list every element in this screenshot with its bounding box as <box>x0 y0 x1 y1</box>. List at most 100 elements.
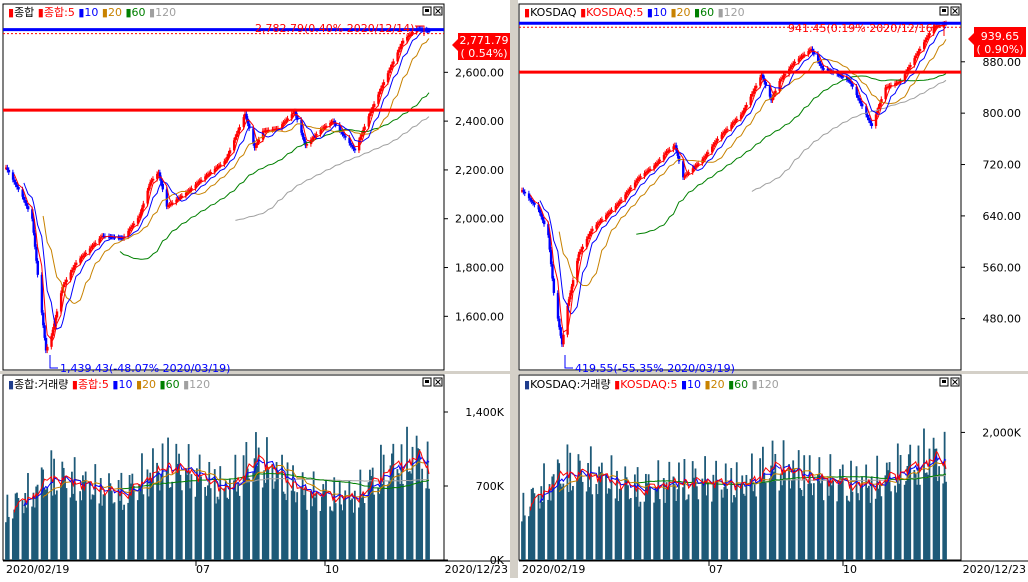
candle-body <box>781 77 784 80</box>
restore-icon-fill <box>425 9 429 12</box>
volume-bar <box>702 483 705 560</box>
candle-body <box>121 238 125 240</box>
volume-bar <box>142 494 145 560</box>
volume-bar <box>238 495 241 560</box>
legend-entry: 60 <box>132 6 146 19</box>
candle-body <box>647 169 651 172</box>
legend-entry: 종합 <box>14 6 34 19</box>
moving-averages <box>13 28 430 341</box>
volume-bar <box>572 485 574 560</box>
candle-body <box>314 135 317 138</box>
plot-frame <box>518 3 962 371</box>
volume-bar <box>837 484 840 560</box>
volume-bar <box>638 506 640 560</box>
candle-body <box>894 83 897 86</box>
candle-body <box>294 111 298 116</box>
legend-swatch: ▮ <box>180 378 190 391</box>
candle-body <box>79 258 82 263</box>
candle-body <box>797 58 801 62</box>
volume-bar <box>905 481 907 560</box>
candle-body <box>547 224 550 236</box>
current-price: 939.65 <box>981 30 1020 43</box>
candle-body <box>263 130 266 133</box>
volume-bar <box>369 469 371 560</box>
candle-body <box>530 199 534 202</box>
candle-body <box>552 278 556 293</box>
volume-bar <box>157 471 160 560</box>
volume-bar <box>109 483 112 560</box>
legend-entry: KOSDAQ:5 <box>586 6 643 19</box>
candle-body <box>556 292 560 319</box>
candle-body <box>379 88 383 92</box>
candle-body <box>215 167 218 170</box>
volume-bar <box>392 443 395 560</box>
candle-body <box>745 104 748 108</box>
volume-bar <box>108 473 110 560</box>
candle-body <box>160 178 163 184</box>
legend-entry: 10 <box>84 6 98 19</box>
volume-bar <box>722 497 724 560</box>
volume-bar <box>189 488 191 560</box>
candle-body <box>822 68 825 70</box>
legend-swatch: ▮ <box>524 378 530 391</box>
volume-bar <box>527 516 530 560</box>
candle-body <box>808 50 812 52</box>
volume-bar <box>840 477 843 560</box>
candle-body <box>704 156 707 159</box>
candle-body <box>763 78 766 82</box>
candle-body <box>596 223 600 225</box>
candle-body <box>913 58 916 65</box>
volume-bar <box>599 471 602 560</box>
volume-bar <box>44 489 47 560</box>
volume-bar <box>94 464 97 560</box>
x-tick-label: 10 <box>843 563 857 576</box>
candle-body <box>90 247 93 249</box>
volume-bar <box>334 503 337 560</box>
candle-body <box>789 67 792 69</box>
candle-body <box>36 260 39 275</box>
candle-body <box>373 103 376 107</box>
volume-bar <box>720 489 723 560</box>
x-tick-label: 2020/02/19 <box>522 563 585 576</box>
candle-body <box>21 189 24 197</box>
candle-body <box>32 218 35 233</box>
volume-bar <box>300 486 303 560</box>
volume-bar <box>73 457 76 560</box>
candle-body <box>205 175 208 177</box>
volume-bar <box>917 445 920 560</box>
candle-body <box>790 65 794 68</box>
candle-body <box>606 213 609 216</box>
y-tick-label: 2,200.00 <box>455 164 504 177</box>
volume-bar <box>819 483 822 560</box>
volume-bar <box>848 501 851 560</box>
volume-bar <box>319 510 322 560</box>
candle-body <box>576 260 579 281</box>
panel-splitter[interactable] <box>0 371 1028 374</box>
volume-bar <box>723 487 726 560</box>
volume-bar <box>629 498 632 560</box>
volume-bar <box>532 487 534 560</box>
candle-body <box>585 239 589 247</box>
volume-bar <box>759 458 762 560</box>
volume-bar <box>342 497 345 560</box>
volume-bar <box>697 499 700 560</box>
volume-bar <box>187 444 190 560</box>
candle-body <box>935 25 938 28</box>
volume-bar <box>750 453 753 560</box>
candle-body <box>702 158 706 160</box>
pane-splitter[interactable] <box>510 0 518 578</box>
volume-bar <box>396 469 399 560</box>
volume-bar <box>533 493 536 560</box>
volume-bar <box>762 446 764 560</box>
volume-bar <box>771 440 774 560</box>
candle-body <box>253 143 256 148</box>
volume-bar <box>810 483 812 560</box>
volume-bar <box>178 453 180 560</box>
candle-body <box>803 54 806 56</box>
volume-bar <box>530 489 533 560</box>
volume-bar <box>712 474 715 560</box>
candle-body <box>558 318 561 328</box>
volume-bar <box>175 443 178 560</box>
ma-10-line <box>539 26 947 315</box>
volume-bar <box>228 478 231 560</box>
